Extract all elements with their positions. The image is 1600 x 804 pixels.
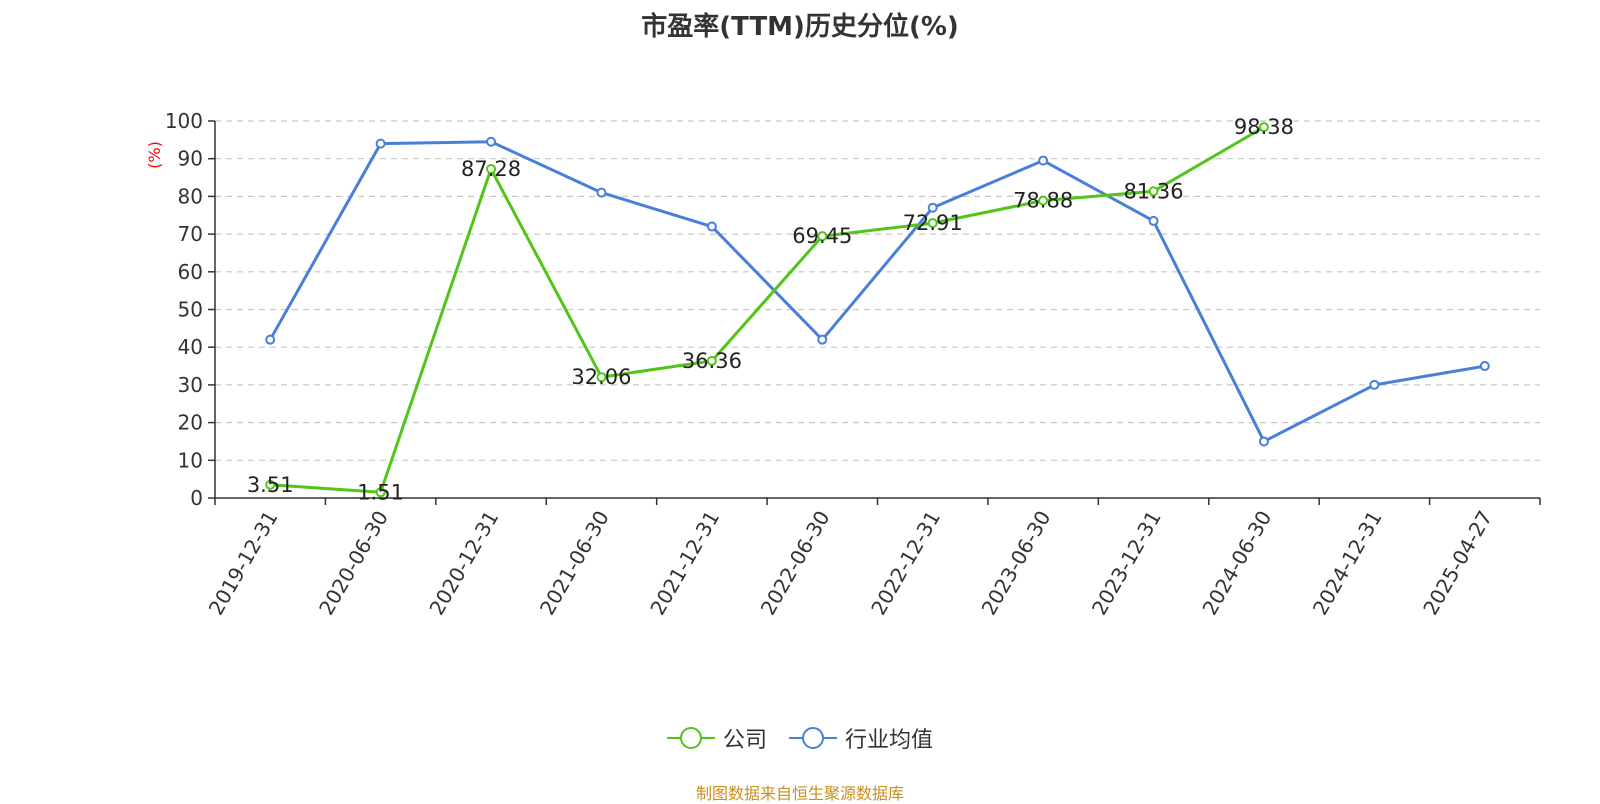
data-point-industry-average[interactable] <box>1148 215 1159 226</box>
legend-item-company[interactable]: 公司 <box>666 722 767 754</box>
data-point-industry-average[interactable] <box>817 334 828 345</box>
legend-label-company: 公司 <box>722 728 767 753</box>
line-chart: 0 10 20 30 40 50 60 70 80 90 100(%) 2019-12-31 2020-… <box>145 109 1541 620</box>
data-point-company[interactable] <box>375 487 386 498</box>
x-tick-label: 2023-12-31 <box>1087 507 1166 620</box>
legend: 公司 行业均值 <box>0 722 1600 754</box>
data-label-company: 3.51 <box>247 473 294 497</box>
data-point-company[interactable] <box>817 231 828 242</box>
data-source-note: 制图数据来自恒生聚源数据库 <box>695 784 904 803</box>
x-tick-label: 2022-12-31 <box>866 506 945 619</box>
data-point-industry-average[interactable] <box>486 136 497 147</box>
axes: 0 10 20 30 40 50 60 70 80 90 100(%) 2019-12-31 2020-… <box>145 109 1541 620</box>
data-point-industry-average[interactable] <box>375 138 386 149</box>
y-tick-label: 10 <box>178 448 203 472</box>
data-label-company: 98.38 <box>1234 115 1294 139</box>
x-tick-label: 2022-06-30 <box>756 507 835 620</box>
grid-lines <box>215 120 1540 461</box>
x-tick-label: 2024-12-31 <box>1308 507 1387 620</box>
x-tick-label: 2019-12-31 <box>204 507 283 620</box>
series-group <box>265 122 1490 498</box>
data-point-industry-average[interactable] <box>706 221 717 232</box>
data-label-company: 78.88 <box>1013 189 1073 213</box>
y-axis-label: (%) <box>145 141 164 169</box>
data-point-company[interactable] <box>1258 122 1269 133</box>
data-label-company: 32.06 <box>571 365 631 389</box>
x-tick-label: 2021-12-31 <box>645 507 724 620</box>
y-tick-label: 50 <box>178 298 203 322</box>
x-tick-label: 2020-06-30 <box>314 507 393 620</box>
legend-item-industry-average[interactable]: 行业均值 <box>789 722 933 754</box>
data-point-company[interactable] <box>927 218 938 229</box>
data-point-industry-average[interactable] <box>265 334 276 345</box>
data-point-company[interactable] <box>706 355 717 366</box>
data-point-industry-average[interactable] <box>1258 436 1269 447</box>
data-point-industry-average[interactable] <box>927 202 938 213</box>
data-point-company[interactable] <box>1148 186 1159 197</box>
data-label-company: 87.28 <box>461 157 521 181</box>
x-tick-label: 2021-06-30 <box>535 507 614 620</box>
y-tick-label: 80 <box>178 184 203 208</box>
legend-swatch-industry-average <box>789 726 837 750</box>
y-tick-label: 60 <box>178 260 203 284</box>
data-point-industry-average[interactable] <box>1038 155 1049 166</box>
y-tick-label: 40 <box>178 335 203 359</box>
series-line-industry-average <box>268 140 1486 443</box>
y-tick-label: 100 <box>165 109 203 133</box>
x-tick-label: 2024-06-30 <box>1197 507 1276 620</box>
data-label-company: 36.36 <box>682 349 742 373</box>
x-tick-label: 2020-12-31 <box>424 506 503 619</box>
y-tick-label: 30 <box>178 373 203 397</box>
chart-title: 市盈率(TTM)历史分位(%) <box>641 12 959 42</box>
series-line-company <box>270 125 1265 494</box>
y-tick-label: 70 <box>178 222 203 246</box>
data-label-company: 81.36 <box>1123 179 1183 203</box>
data-label-company: 72.91 <box>903 211 963 235</box>
legend-label-industry-average: 行业均值 <box>845 728 934 753</box>
data-labels: 3.51 1.51 87.28 32.06 36.36 69.45 72.91 78.88 81… <box>247 115 1294 504</box>
y-tick-label: 20 <box>178 411 203 435</box>
data-label-company: 1.51 <box>357 480 404 504</box>
x-tick-label: 2023-06-30 <box>977 507 1056 620</box>
y-tick-label: 90 <box>178 147 203 171</box>
data-point-industry-average[interactable] <box>1369 379 1380 390</box>
data-point-industry-average[interactable] <box>596 187 607 198</box>
data-label-company: 69.45 <box>792 224 852 248</box>
data-point-company[interactable] <box>596 372 607 383</box>
data-point-company[interactable] <box>486 163 497 174</box>
x-tick-label: 2025-04-27 <box>1418 507 1497 620</box>
data-point-company[interactable] <box>1038 195 1049 206</box>
legend-swatch-company <box>666 726 715 750</box>
y-tick-label: 0 <box>190 486 203 510</box>
data-point-industry-average[interactable] <box>1479 361 1490 372</box>
data-point-company[interactable] <box>265 479 276 490</box>
